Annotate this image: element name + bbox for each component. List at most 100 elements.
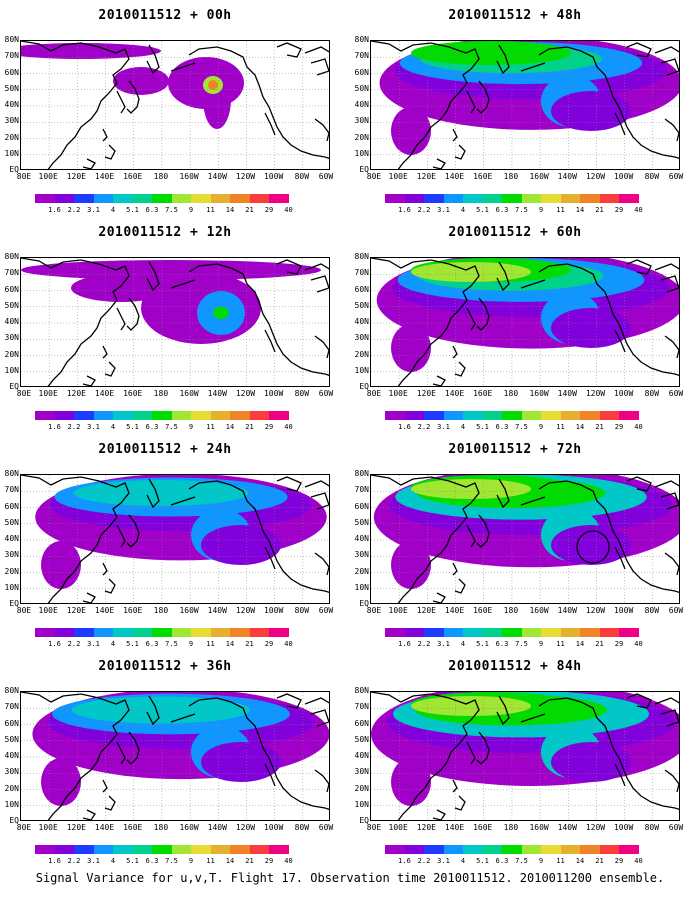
latitude-label: 30N xyxy=(354,333,369,343)
latitude-label: 20N xyxy=(4,132,19,142)
latitude-label: 40N xyxy=(354,751,369,760)
latitude-label: 30N xyxy=(4,116,19,126)
colorbar-label: 3.1 xyxy=(87,640,100,648)
coastline xyxy=(310,492,329,510)
variance-map xyxy=(20,40,330,170)
coastline xyxy=(188,480,329,594)
variance-contour xyxy=(411,41,571,65)
longitude-label: 80W xyxy=(294,172,310,181)
coastline xyxy=(102,128,108,142)
colorbar-label: 4 xyxy=(460,640,466,648)
colorbar xyxy=(385,411,639,420)
latitude-label: 20N xyxy=(4,783,19,793)
coastline xyxy=(432,592,446,603)
colorbar-label: 29 xyxy=(264,206,274,214)
coastline xyxy=(454,578,466,594)
variance-contour xyxy=(201,742,281,782)
colorbar-label: 2.2 xyxy=(67,857,81,865)
coastline xyxy=(496,44,510,75)
colorbar xyxy=(35,194,289,203)
longitude-label: 180 xyxy=(153,389,169,398)
colorbar-label: 11 xyxy=(206,640,215,648)
colorbar-label: 5.1 xyxy=(126,857,139,865)
longitude-label: 80E xyxy=(366,606,382,615)
coastline xyxy=(664,552,679,576)
coastline xyxy=(660,709,679,727)
longitude-label: 180 xyxy=(503,389,519,398)
coastline xyxy=(660,58,679,76)
colorbar-label: 5.1 xyxy=(476,857,489,865)
colorbar-swatch xyxy=(502,845,522,854)
coastline xyxy=(304,263,329,271)
colorbar-swatch xyxy=(560,411,580,420)
colorbar-label: 7.5 xyxy=(165,640,178,648)
longitude-label: 100E xyxy=(38,389,58,398)
colorbar-swatch xyxy=(249,194,269,203)
colorbar-label: 11 xyxy=(556,857,565,865)
colorbar-label: 6.3 xyxy=(495,423,509,431)
colorbar-swatch xyxy=(191,845,211,854)
coastline xyxy=(496,695,510,726)
coastline xyxy=(264,329,276,353)
longitude-label: 140W xyxy=(207,823,227,832)
coastline xyxy=(116,741,126,765)
latitude-label: 10N xyxy=(354,148,369,158)
latitude-label: 20N xyxy=(4,566,19,576)
latitude-label: 60N xyxy=(354,284,369,294)
coastline xyxy=(476,514,490,548)
panel-title: 2010011512 + 12h xyxy=(98,225,232,240)
latitude-label: 10N xyxy=(4,582,19,592)
longitude-label: 120E xyxy=(66,606,86,615)
colorbar-swatch xyxy=(521,845,541,854)
colorbar-swatch xyxy=(482,411,502,420)
colorbar-label: 6.3 xyxy=(495,640,509,648)
longitude-label: 120E xyxy=(416,606,436,615)
colorbar-swatch xyxy=(269,194,289,203)
longitude-label: 60W xyxy=(318,823,334,832)
longitude-label: 140E xyxy=(444,172,465,181)
variance-contour xyxy=(411,262,531,282)
colorbar-label: 40 xyxy=(284,857,293,865)
latitude-label: 50N xyxy=(354,517,369,527)
coastline xyxy=(496,261,510,292)
variance-contour xyxy=(213,307,229,319)
longitude-label: 140W xyxy=(557,606,577,615)
longitude-label: 80E xyxy=(16,606,32,615)
longitude-label: 100W xyxy=(263,389,284,398)
coastline xyxy=(264,763,276,787)
colorbar-swatch xyxy=(560,628,580,637)
coastline xyxy=(310,275,329,293)
longitude-label: 120W xyxy=(585,823,606,832)
colorbar-label: 40 xyxy=(284,640,293,648)
latitude-label: 40N xyxy=(4,534,19,543)
longitude-label: 100W xyxy=(613,606,634,615)
longitude-label: 120W xyxy=(585,606,606,615)
longitude-label: 80W xyxy=(644,389,660,398)
latitude-label: 10N xyxy=(354,365,369,375)
coastline xyxy=(654,480,679,488)
latitude-label: 20N xyxy=(4,349,19,359)
longitude-label: 100E xyxy=(388,389,408,398)
colorbar-label: 11 xyxy=(206,857,215,865)
map-panel-12h: 2010011512 + 12h 80N 70N 60N 50N 40N 30N 20N 10N… xyxy=(0,217,334,431)
colorbar-swatch xyxy=(599,628,619,637)
longitude-label: 80W xyxy=(294,389,310,398)
colorbar-swatch xyxy=(191,628,211,637)
colorbar-swatch xyxy=(443,628,463,637)
colorbar-swatch xyxy=(132,194,152,203)
latitude-label: 20N xyxy=(354,132,369,142)
latitude-label: 20N xyxy=(354,783,369,793)
latitude-label: 50N xyxy=(4,83,19,93)
variance-contour xyxy=(71,696,251,724)
coastline xyxy=(314,335,329,359)
latitude-label: 50N xyxy=(4,734,19,744)
coastline xyxy=(452,562,458,576)
colorbar-swatch xyxy=(152,194,172,203)
coastline xyxy=(626,693,652,709)
coastline xyxy=(304,46,329,54)
colorbar-label: 2.2 xyxy=(417,640,431,648)
colorbar-label: 29 xyxy=(614,857,624,865)
coastline xyxy=(538,480,679,594)
colorbar-swatch xyxy=(249,411,269,420)
coastline xyxy=(371,692,480,820)
